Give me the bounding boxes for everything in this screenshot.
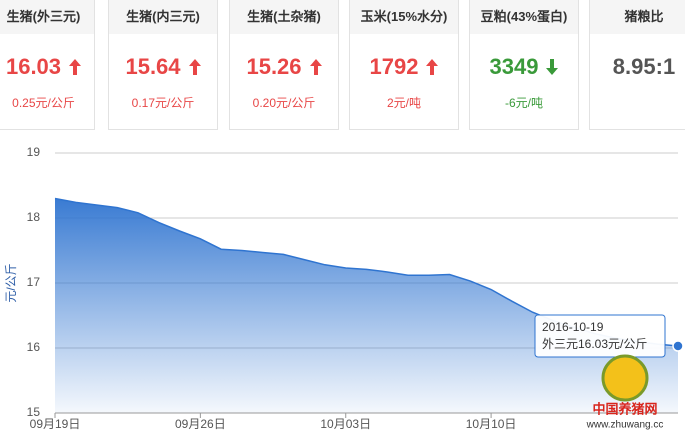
- arrow-up: [426, 59, 439, 75]
- arrow-up: [309, 59, 322, 75]
- area: [55, 198, 678, 413]
- card-value: 8.95:1: [612, 54, 676, 79]
- card-change: 0.25元/公斤: [12, 96, 75, 110]
- arrow-up: [188, 59, 201, 75]
- y-tick-label: 18: [27, 210, 41, 224]
- watermark-name: 中国养猪网: [592, 401, 657, 416]
- y-tick-label: 19: [27, 145, 41, 159]
- card-title: 猪粮比: [590, 0, 685, 34]
- logo: [601, 354, 649, 402]
- x-tick-label: 10月03日: [320, 417, 371, 431]
- y-tick-label: 17: [27, 275, 41, 289]
- card-title: 豆粕(43%蛋白): [470, 0, 578, 34]
- chart: 元/公斤 15 16 17 18 19 09月19日 09月26日 10月03日 10月10日 2…: [4, 145, 684, 431]
- card-change: -6元/吨: [504, 96, 543, 110]
- arrow-down: [546, 59, 559, 75]
- card-title: 生猪(内三元): [109, 0, 217, 34]
- x-tick-label: 09月19日: [30, 417, 81, 431]
- x-tick-label: 10月10日: [466, 417, 517, 431]
- y-tick-label: 15: [27, 405, 41, 419]
- arrow-up: [69, 59, 82, 75]
- card-value: 1792: [369, 54, 419, 79]
- x-tick-label: 09月26日: [175, 417, 226, 431]
- card-value: 15.64: [125, 54, 181, 79]
- card-title: 生猪(外三元): [0, 0, 94, 34]
- card-title: 生猪(土杂猪): [230, 0, 338, 34]
- card: 生猪(土杂猪) 15.26 0.20元/公斤: [229, 0, 339, 130]
- point: [672, 340, 684, 352]
- tooltip-date: 2016-10-19: [542, 320, 604, 334]
- card: 猪粮比 8.95:1: [589, 0, 685, 130]
- watermark-url: www.zhuwang.cc: [586, 420, 664, 431]
- tooltip-text: 外三元16.03元/公斤: [542, 337, 647, 351]
- card: 玉米(15%水分) 1792 2元/吨: [349, 0, 459, 130]
- card-change: 0.17元/公斤: [131, 96, 195, 110]
- tooltip-box: [534, 314, 666, 358]
- y-tick-label: 16: [27, 340, 41, 354]
- card-value: 15.26: [246, 54, 302, 79]
- card-change: 2元/吨: [386, 96, 421, 110]
- card: 豆粕(43%蛋白) 3349 -6元/吨: [469, 0, 579, 130]
- card-change: 0.20元/公斤: [252, 96, 316, 110]
- card-title: 玉米(15%水分): [350, 0, 458, 34]
- card: 生猪(外三元) 16.03 0.25元/公斤: [0, 0, 95, 130]
- card-value: 3349: [489, 54, 539, 79]
- y-axis-label: 元/公斤: [4, 263, 18, 302]
- card: 生猪(内三元) 15.64 0.17元/公斤: [108, 0, 218, 130]
- card-value: 16.03: [5, 54, 62, 79]
